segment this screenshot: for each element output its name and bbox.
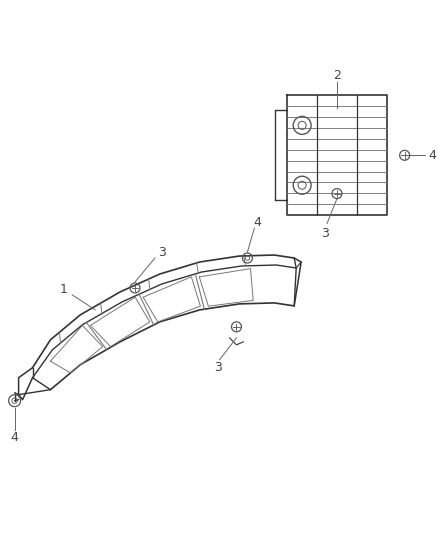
Text: 4: 4 [428, 149, 436, 162]
Text: 4: 4 [254, 216, 261, 229]
Text: 1: 1 [60, 284, 67, 296]
Text: 4: 4 [11, 431, 18, 444]
Text: 3: 3 [214, 361, 222, 374]
Text: 2: 2 [333, 69, 341, 82]
Text: 3: 3 [158, 246, 166, 259]
Text: 3: 3 [321, 227, 329, 240]
